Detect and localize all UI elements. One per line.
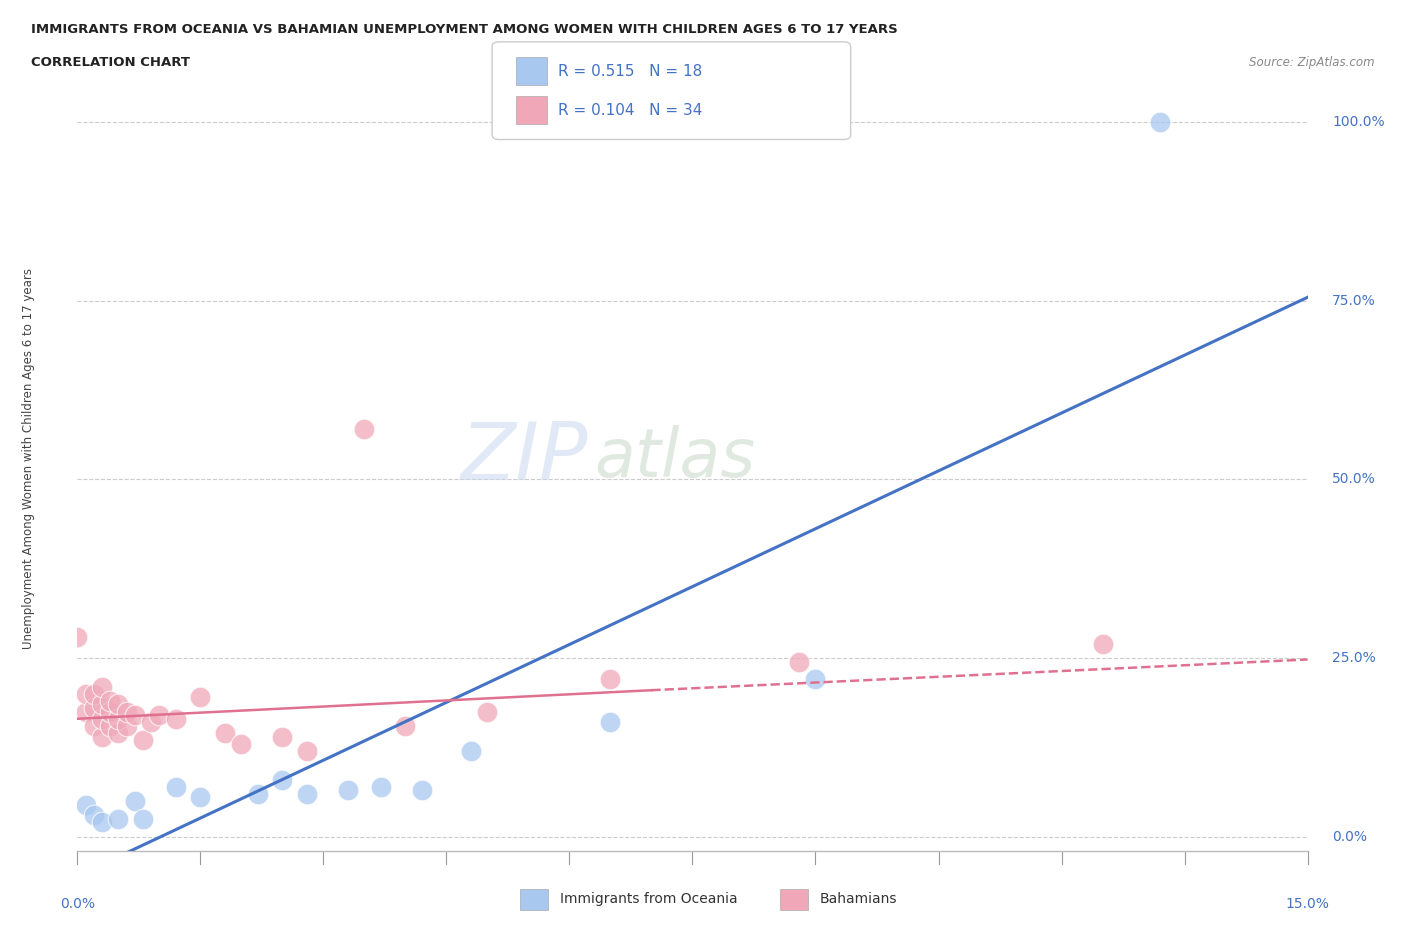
- Point: [90, 698, 114, 712]
- Text: 75.0%: 75.0%: [1333, 294, 1376, 308]
- Point: [115, 704, 138, 719]
- Point: [107, 698, 129, 712]
- Point: [246, 787, 269, 802]
- Text: IMMIGRANTS FROM OCEANIA VS BAHAMIAN UNEMPLOYMENT AMONG WOMEN WITH CHILDREN AGES : IMMIGRANTS FROM OCEANIA VS BAHAMIAN UNEM…: [31, 23, 897, 36]
- Point: [477, 704, 499, 719]
- Point: [90, 815, 114, 830]
- Point: [353, 422, 375, 437]
- Text: 50.0%: 50.0%: [1333, 472, 1376, 486]
- Point: [1149, 114, 1171, 129]
- Point: [394, 719, 416, 734]
- Point: [98, 704, 121, 719]
- Text: 15.0%: 15.0%: [1285, 897, 1330, 911]
- Text: Unemployment Among Women with Children Ages 6 to 17 years: Unemployment Among Women with Children A…: [21, 268, 35, 648]
- Point: [115, 719, 138, 734]
- Point: [231, 737, 253, 751]
- Point: [271, 772, 294, 787]
- Point: [132, 811, 155, 826]
- Point: [460, 743, 482, 758]
- Point: [370, 779, 392, 794]
- Text: 25.0%: 25.0%: [1333, 651, 1376, 665]
- Point: [124, 708, 146, 723]
- Text: ZIP: ZIP: [461, 419, 588, 497]
- Point: [66, 630, 89, 644]
- Point: [107, 711, 129, 726]
- Point: [411, 783, 433, 798]
- Point: [75, 704, 97, 719]
- Point: [107, 725, 129, 740]
- Text: Immigrants from Oceania: Immigrants from Oceania: [560, 892, 737, 907]
- Text: R = 0.515   N = 18: R = 0.515 N = 18: [558, 64, 703, 79]
- Text: Source: ZipAtlas.com: Source: ZipAtlas.com: [1250, 56, 1375, 69]
- Point: [804, 672, 827, 687]
- Point: [124, 793, 146, 808]
- Text: 100.0%: 100.0%: [1333, 115, 1385, 129]
- Point: [132, 733, 155, 748]
- Point: [787, 654, 810, 669]
- Point: [83, 719, 105, 734]
- Point: [188, 690, 212, 705]
- Point: [271, 729, 294, 744]
- Point: [141, 715, 163, 730]
- Point: [83, 686, 105, 701]
- Point: [1091, 636, 1114, 651]
- Text: 0.0%: 0.0%: [60, 897, 94, 911]
- Text: R = 0.104   N = 34: R = 0.104 N = 34: [558, 102, 703, 117]
- Text: 0.0%: 0.0%: [1333, 830, 1367, 844]
- Point: [83, 700, 105, 715]
- Point: [75, 686, 97, 701]
- Point: [337, 783, 360, 798]
- Point: [90, 729, 114, 744]
- Point: [107, 811, 129, 826]
- Text: atlas: atlas: [595, 425, 755, 491]
- Point: [295, 743, 318, 758]
- Point: [75, 797, 97, 812]
- Point: [148, 708, 170, 723]
- Point: [165, 711, 187, 726]
- Point: [188, 790, 212, 804]
- Point: [90, 711, 114, 726]
- Text: CORRELATION CHART: CORRELATION CHART: [31, 56, 190, 69]
- Point: [214, 725, 236, 740]
- Point: [98, 694, 121, 709]
- Point: [165, 779, 187, 794]
- Point: [98, 719, 121, 734]
- Point: [83, 808, 105, 823]
- Text: Bahamians: Bahamians: [820, 892, 897, 907]
- Point: [90, 679, 114, 694]
- Point: [295, 787, 318, 802]
- Point: [599, 672, 621, 687]
- Point: [599, 715, 621, 730]
